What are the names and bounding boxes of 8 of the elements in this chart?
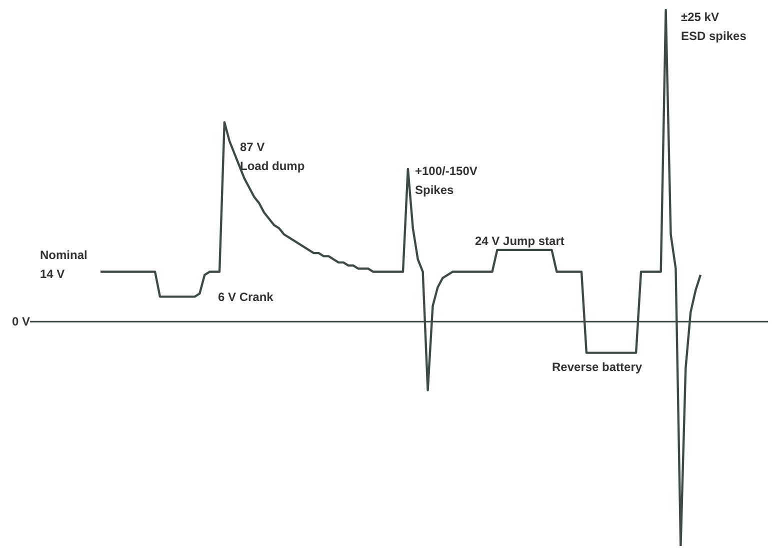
annotation: +100/-150V Spikes — [415, 164, 478, 197]
annotation: Reverse battery — [552, 360, 642, 374]
annotation: ±25 kV ESD spikes — [681, 10, 747, 43]
annotation: 6 V Crank — [218, 290, 274, 304]
annotation: 24 V Jump start — [475, 234, 564, 248]
annotation: 87 V Load dump — [240, 140, 305, 173]
ref-line-label: 0 V — [12, 314, 30, 329]
text: Nominal 14 V — [40, 248, 88, 281]
